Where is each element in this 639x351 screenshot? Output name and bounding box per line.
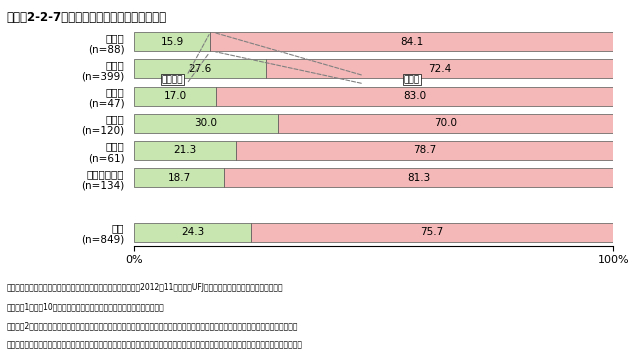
Text: 資料：中小企業庁委託「中小企業の新事業展開に関する調査」（2012年11月、三菱UFJリサーチ＆コンサルティング（株））: 資料：中小企業庁委託「中小企業の新事業展開に関する調査」（2012年11月、三菱… (6, 283, 283, 292)
Text: 多角化: 多角化 (404, 75, 420, 84)
Text: 70.0: 70.0 (435, 118, 457, 128)
Text: 84.1: 84.1 (400, 37, 424, 47)
Bar (250, 223, 613, 241)
Text: コラム2-2-7　業種別の事業転換、多角化割合: コラム2-2-7 業種別の事業転換、多角化割合 (6, 11, 167, 24)
Text: 78.7: 78.7 (413, 146, 436, 155)
Text: 18.7: 18.7 (167, 173, 190, 183)
Text: 事業転換: 事業転換 (162, 75, 183, 84)
Bar (134, 87, 216, 106)
Bar (134, 59, 266, 78)
Bar (224, 168, 613, 187)
Text: 30.0: 30.0 (195, 118, 217, 128)
Text: 81.3: 81.3 (407, 173, 430, 183)
Bar (134, 223, 250, 241)
Bar (278, 114, 613, 133)
Text: 「宿泊業」、「飲食サービス業」、「生活関連サービス業、娯楽業」、「教育、学習支援業」、「医療、福祉」、「サービス業（他: 「宿泊業」、「飲食サービス業」、「生活関連サービス業、娯楽業」、「教育、学習支援… (6, 340, 302, 350)
Text: 17.0: 17.0 (164, 91, 187, 101)
Bar (134, 141, 236, 160)
Bar (216, 87, 613, 106)
Text: 75.7: 75.7 (420, 227, 443, 237)
Bar (134, 168, 224, 187)
Bar (210, 32, 613, 51)
Text: （注）　1．過去10年の間に新事業展開を実施した企業を集計している。: （注） 1．過去10年の間に新事業展開を実施した企業を集計している。 (6, 302, 164, 311)
Text: 24.3: 24.3 (181, 227, 204, 237)
Bar (134, 114, 278, 133)
Text: 15.9: 15.9 (160, 37, 184, 47)
Text: 72.4: 72.4 (428, 64, 452, 74)
Bar (236, 141, 613, 160)
Text: 83.0: 83.0 (403, 91, 426, 101)
Text: 21.3: 21.3 (174, 146, 197, 155)
Text: 2．ここでいうサービス業等は、「情報通信業」、「金融業、保険業」、「不動産業、物品賃貸業」、「専門・技術サービス業」、: 2．ここでいうサービス業等は、「情報通信業」、「金融業、保険業」、「不動産業、物… (6, 321, 298, 330)
Bar (134, 32, 210, 51)
Bar (266, 59, 613, 78)
Text: 27.6: 27.6 (189, 64, 212, 74)
